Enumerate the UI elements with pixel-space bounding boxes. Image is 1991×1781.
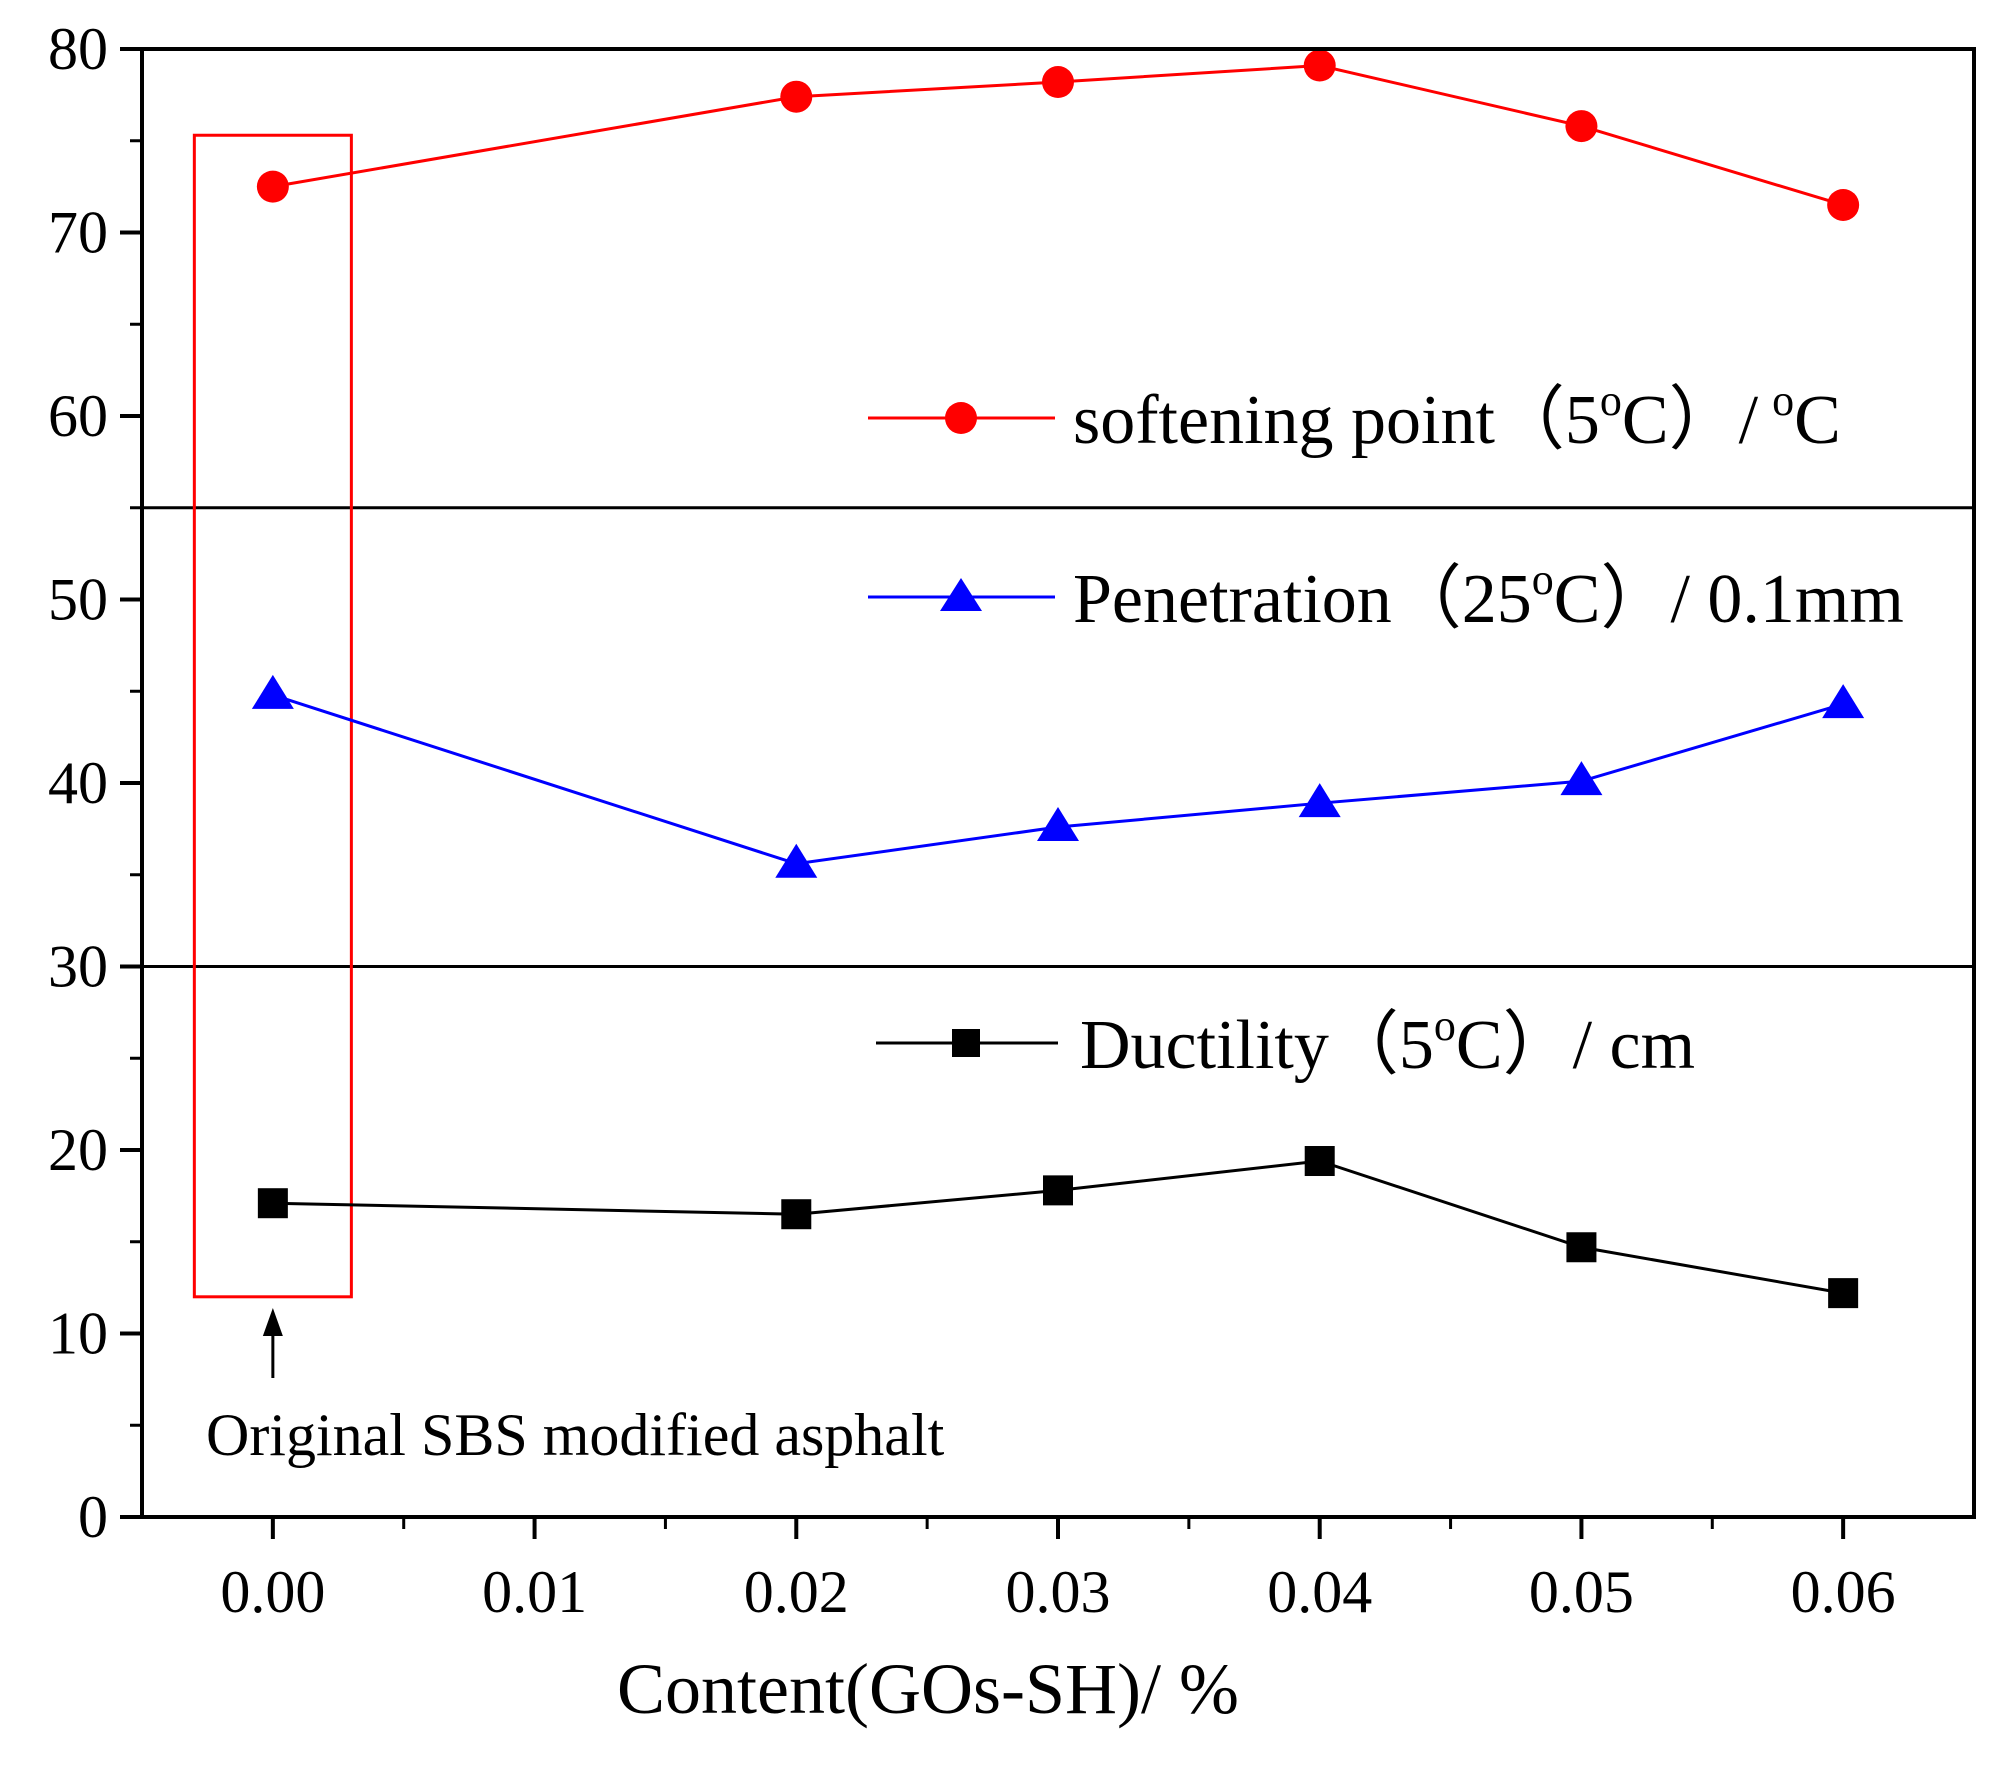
y-tick-label-60: 60 [48, 383, 108, 449]
data-point-square-0 [257, 1188, 288, 1219]
axes: 0 10 20 30 40 50 60 70 80 0.00 0.01 0.02 0.03 0.04 0.0… [48, 16, 1896, 1625]
annotation: Original SBS modified asphalt [206, 1308, 945, 1468]
data-point-circle-3 [1303, 49, 1336, 82]
plot-frame [140, 47, 1976, 1519]
y-tick-label-20: 20 [48, 1117, 108, 1183]
data-point-square-2 [1043, 1175, 1073, 1206]
legend: softening point（5oC）/oC Penetration（25oC… [868, 376, 1904, 1084]
y-tick-label-50: 50 [48, 567, 108, 633]
data-point-square-4 [1566, 1232, 1597, 1263]
y-tick-label-30: 30 [48, 934, 108, 1000]
legend-entry-softening-point: softening point（5oC）/oC [868, 376, 1841, 459]
series-group [251, 49, 1865, 1309]
annotation-arrow-head [262, 1308, 283, 1336]
x-tick-label-5: 0.05 [1529, 1559, 1634, 1625]
data-point-triangle-3 [1298, 783, 1341, 818]
data-point-triangle-1 [775, 843, 818, 878]
data-point-circle-2 [1042, 66, 1074, 99]
panel-dividers [142, 506, 1974, 968]
legend-label-ductility: Ductility（5oC）/ cm [1080, 1001, 1695, 1084]
data-point-square-3 [1304, 1146, 1335, 1177]
legend-marker-ductility [952, 1029, 980, 1057]
legend-marker-softening-point [945, 402, 977, 434]
series-triangle [251, 674, 1865, 878]
data-point-triangle-0 [251, 674, 294, 709]
legend-label-softening-point: softening point（5oC）/oC [1073, 376, 1841, 459]
x-tick-label-6: 0.06 [1791, 1559, 1896, 1625]
highlight-box [192, 133, 353, 1299]
data-point-triangle-4 [1560, 761, 1603, 796]
data-point-circle-4 [1565, 110, 1598, 143]
data-point-circle-0 [256, 170, 289, 203]
x-tick-label-0: 0.00 [220, 1559, 325, 1625]
x-tick-label-4: 0.04 [1267, 1559, 1372, 1625]
series-line-circle [272, 64, 1844, 207]
data-point-square-1 [781, 1199, 812, 1230]
y-tick-label-80: 80 [48, 16, 108, 82]
data-point-square-5 [1828, 1278, 1859, 1309]
x-tick-label-3: 0.03 [1006, 1559, 1111, 1625]
legend-label-penetration: Penetration（25oC）/ 0.1mm [1073, 555, 1904, 638]
highlight-box-group [192, 133, 353, 1299]
x-tick-label-2: 0.02 [744, 1559, 849, 1625]
y-tick-label-40: 40 [48, 750, 108, 816]
data-point-triangle-2 [1037, 807, 1079, 842]
data-point-circle-1 [780, 80, 813, 113]
y-tick-label-70: 70 [48, 200, 108, 266]
series-square [257, 1146, 1859, 1309]
data-point-triangle-5 [1822, 684, 1865, 719]
series-line-triangle [272, 693, 1844, 866]
data-point-circle-5 [1827, 188, 1860, 221]
x-tick-label-1: 0.01 [482, 1559, 587, 1625]
series-circle [256, 49, 1860, 221]
legend-marker-penetration [940, 578, 982, 611]
legend-entry-ductility: Ductility（5oC）/ cm [876, 1001, 1695, 1084]
legend-entry-penetration: Penetration（25oC）/ 0.1mm [868, 555, 1904, 638]
series-line-square [272, 1159, 1844, 1295]
y-tick-label-10: 10 [48, 1301, 108, 1367]
y-tick-label-0: 0 [78, 1484, 108, 1550]
x-axis-title: Content(GOs-SH)/ % [617, 1649, 1239, 1729]
annotation-text: Original SBS modified asphalt [206, 1402, 945, 1468]
